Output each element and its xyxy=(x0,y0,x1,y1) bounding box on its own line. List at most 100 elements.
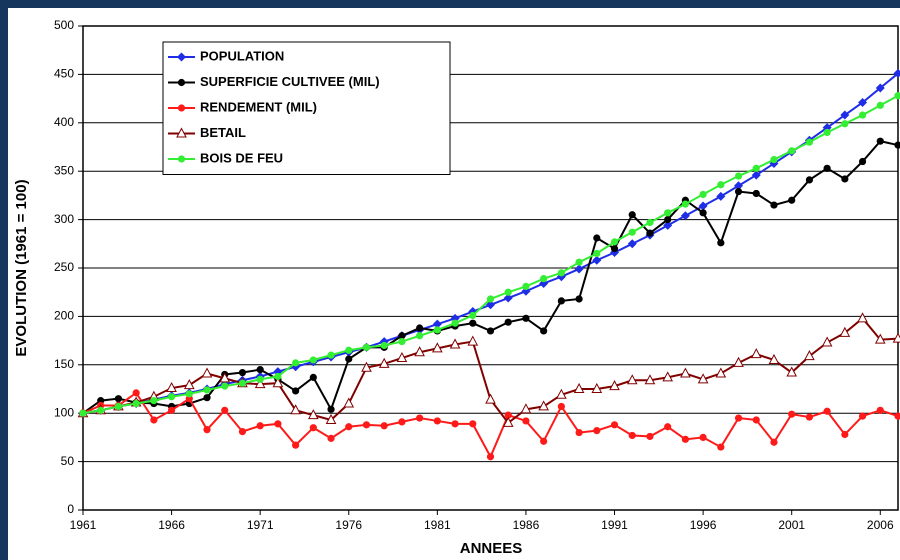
data-point xyxy=(79,409,87,417)
data-point xyxy=(841,175,849,183)
y-tick-label: 350 xyxy=(54,163,74,177)
data-point xyxy=(201,367,213,378)
data-point xyxy=(823,407,831,415)
data-point xyxy=(221,406,229,414)
legend-marker xyxy=(177,104,186,112)
data-point xyxy=(469,420,477,428)
data-point xyxy=(325,413,337,424)
data-point xyxy=(752,189,760,198)
data-point xyxy=(805,138,814,146)
data-point xyxy=(327,351,335,359)
data-point xyxy=(699,209,707,217)
data-point xyxy=(874,333,886,344)
data-point xyxy=(433,326,441,334)
data-point xyxy=(522,417,530,425)
data-point xyxy=(345,355,353,363)
data-point xyxy=(628,431,636,440)
data-point xyxy=(876,406,884,414)
data-point xyxy=(716,191,726,201)
data-point xyxy=(238,368,247,377)
data-point xyxy=(662,371,674,382)
data-point xyxy=(557,297,565,305)
data-point xyxy=(221,382,229,390)
data-point xyxy=(839,326,851,337)
x-axis-title: ANNEES xyxy=(460,540,523,557)
data-point xyxy=(486,453,495,461)
data-point xyxy=(698,201,708,211)
data-point xyxy=(451,319,459,327)
data-point xyxy=(557,269,565,277)
data-point xyxy=(841,430,849,439)
data-point xyxy=(469,319,477,327)
data-point xyxy=(857,312,868,323)
data-point xyxy=(540,327,548,335)
data-point xyxy=(327,434,335,442)
data-point xyxy=(770,201,778,209)
data-point xyxy=(183,379,195,390)
data-point xyxy=(717,239,725,247)
data-point xyxy=(343,397,355,408)
data-point xyxy=(238,427,247,436)
data-point xyxy=(538,400,549,411)
data-point xyxy=(699,190,707,199)
data-point xyxy=(858,97,868,107)
data-point xyxy=(398,337,406,346)
data-point xyxy=(345,423,353,431)
data-point xyxy=(664,209,672,217)
data-point xyxy=(219,372,231,383)
data-point xyxy=(256,375,264,383)
y-tick-label: 300 xyxy=(54,212,74,226)
data-point xyxy=(150,416,158,424)
data-point xyxy=(681,435,689,443)
data-point xyxy=(858,157,867,166)
data-point xyxy=(432,319,442,329)
data-point xyxy=(504,411,512,419)
data-point xyxy=(449,338,461,349)
data-point xyxy=(717,443,725,451)
data-point xyxy=(380,341,388,350)
data-point xyxy=(788,410,796,418)
data-point xyxy=(646,218,654,227)
data-point xyxy=(203,426,211,434)
data-point xyxy=(132,389,140,397)
data-point xyxy=(274,372,282,381)
data-point xyxy=(750,348,762,359)
data-point xyxy=(858,412,867,420)
data-point xyxy=(610,245,619,253)
data-point xyxy=(292,359,300,367)
data-point xyxy=(786,366,798,377)
data-point xyxy=(502,416,514,427)
data-point xyxy=(132,399,140,408)
legend-label: POPULATION xyxy=(200,48,284,63)
data-point xyxy=(593,249,601,258)
data-point xyxy=(734,414,743,422)
data-point xyxy=(841,120,849,128)
data-point xyxy=(823,164,831,172)
data-point xyxy=(451,420,459,428)
data-point xyxy=(503,293,513,303)
data-point xyxy=(486,300,495,310)
data-point xyxy=(894,412,900,420)
data-point xyxy=(416,414,424,422)
x-tick-label: 1976 xyxy=(335,518,362,532)
data-point xyxy=(628,211,636,219)
data-point xyxy=(805,176,814,184)
data-point xyxy=(416,332,424,340)
legend-box xyxy=(162,41,451,175)
data-point xyxy=(734,187,743,196)
data-point xyxy=(575,428,583,437)
plot-border xyxy=(82,25,899,511)
data-point xyxy=(858,111,867,119)
data-point xyxy=(788,196,796,204)
data-point xyxy=(556,388,567,399)
data-point xyxy=(664,216,672,224)
data-point xyxy=(752,416,760,424)
data-point xyxy=(663,220,673,230)
data-point xyxy=(467,335,479,346)
data-point xyxy=(469,311,477,320)
data-point xyxy=(788,147,796,155)
data-point xyxy=(274,420,282,428)
data-point xyxy=(752,164,760,172)
data-point xyxy=(770,155,778,164)
data-point xyxy=(646,432,654,441)
